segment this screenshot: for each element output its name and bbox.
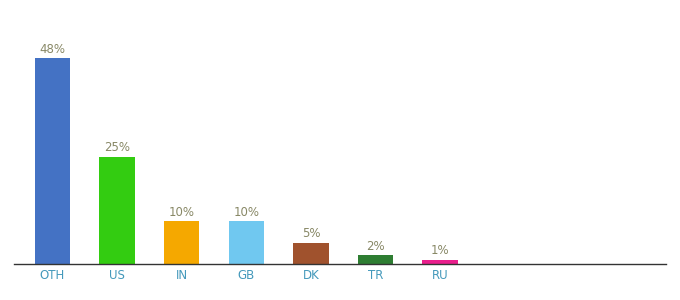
- Bar: [164, 221, 199, 264]
- Bar: [422, 260, 458, 264]
- Bar: [293, 243, 328, 264]
- Text: 48%: 48%: [39, 43, 65, 56]
- Bar: [228, 221, 264, 264]
- Text: 10%: 10%: [169, 206, 194, 219]
- Bar: [35, 58, 70, 264]
- Bar: [358, 255, 393, 264]
- Text: 1%: 1%: [431, 244, 449, 257]
- Text: 25%: 25%: [104, 141, 130, 154]
- Text: 10%: 10%: [233, 206, 259, 219]
- Text: 5%: 5%: [302, 227, 320, 240]
- Bar: [99, 157, 135, 264]
- Text: 2%: 2%: [367, 240, 385, 253]
